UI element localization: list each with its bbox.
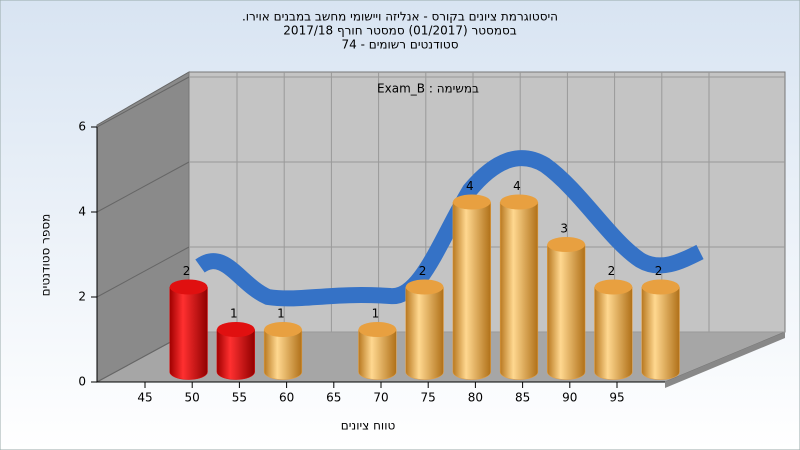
subtitle: סטודנטים רשומים - 74 <box>341 38 458 52</box>
bar <box>263 321 303 380</box>
bar-top <box>452 194 491 210</box>
bar <box>452 194 491 380</box>
bar-top <box>358 321 397 338</box>
floor-edge <box>665 332 785 388</box>
bar <box>169 279 208 380</box>
bar <box>358 321 397 380</box>
bar-top <box>405 279 444 295</box>
value-label: 1 <box>372 306 380 320</box>
annotation: במשימה : Exam_B <box>377 82 479 96</box>
bar-body <box>641 286 680 380</box>
x-tick-label: 65 <box>326 391 341 405</box>
y-tick-label: 0 <box>78 375 86 389</box>
bar-top <box>547 236 586 253</box>
value-label: 2 <box>419 264 427 278</box>
x-tick-label: 80 <box>468 391 483 405</box>
x-tick-label: 55 <box>232 391 247 405</box>
bar-top <box>500 194 538 210</box>
grid-line <box>96 246 190 298</box>
x-tick-label: 75 <box>421 391 436 405</box>
bar-body <box>216 329 255 380</box>
value-label: 2 <box>608 264 616 278</box>
x-tick-label: 90 <box>562 391 577 405</box>
bar-top <box>641 279 680 295</box>
bar-body <box>452 201 491 380</box>
bar-body <box>547 244 586 380</box>
bar <box>641 279 680 380</box>
bar-top <box>264 321 302 338</box>
grid-line <box>96 76 190 128</box>
chart-title: היסטוגרמת ציונים בקורס - אנליזה ויישומי … <box>242 10 558 24</box>
value-label: 2 <box>655 264 663 278</box>
bar-body <box>169 286 208 380</box>
x-tick-label: 60 <box>279 391 294 405</box>
value-label: 1 <box>230 306 238 320</box>
bar <box>499 194 539 380</box>
bar-body <box>263 329 303 380</box>
bar <box>405 279 444 380</box>
y-axis-label: מספר סטודנטים <box>39 214 53 297</box>
bar-top <box>594 279 633 295</box>
bar-body <box>499 201 539 380</box>
value-label: 2 <box>183 264 191 278</box>
bar-top <box>169 279 208 295</box>
x-tick-label: 70 <box>373 391 388 405</box>
value-label: 4 <box>466 179 474 193</box>
grid-line <box>96 161 190 213</box>
x-tick-label: 45 <box>137 391 152 405</box>
x-tick-label: 95 <box>609 391 624 405</box>
bar-body <box>358 329 397 380</box>
bar-body <box>594 286 633 380</box>
subtitle: בסמסטר (01/2017) סמסטר חורף 2017/18 <box>283 24 516 38</box>
x-tick-label: 50 <box>185 391 200 405</box>
y-tick-label: 6 <box>78 120 86 134</box>
value-label: 1 <box>277 306 285 320</box>
y-tick-label: 4 <box>78 205 86 219</box>
value-label: 3 <box>560 221 568 235</box>
bar-top <box>216 321 255 338</box>
bar <box>216 321 255 380</box>
bar <box>547 236 586 380</box>
x-axis-label: טווח ציונים <box>341 419 396 433</box>
value-label: 4 <box>513 179 521 193</box>
bar-body <box>405 286 444 380</box>
x-tick-label: 85 <box>515 391 530 405</box>
y-tick-label: 2 <box>78 290 86 304</box>
bar <box>594 279 633 380</box>
